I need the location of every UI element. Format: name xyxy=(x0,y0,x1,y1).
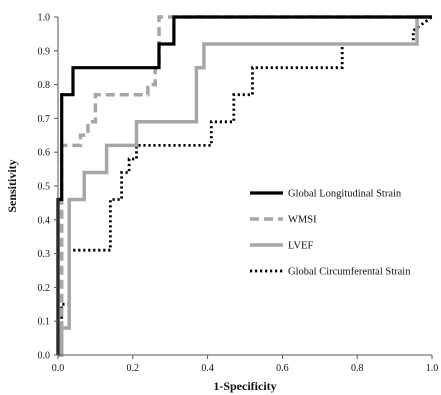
x-tick-label: 0.4 xyxy=(201,363,214,374)
y-axis-title: Sensitivity xyxy=(5,159,19,212)
y-tick-label: 0.2 xyxy=(38,283,51,294)
x-tick-label: 0.6 xyxy=(276,363,289,374)
legend-label: Global Circumferental Strain xyxy=(288,267,411,278)
y-tick-label: 0.3 xyxy=(38,249,51,260)
y-tick-label: 0.0 xyxy=(38,351,51,362)
legend-label: LVEF xyxy=(288,241,313,252)
y-tick-label: 0.5 xyxy=(38,182,51,193)
series-line-global-longitudinal-strain xyxy=(56,15,432,355)
y-tick-label: 0.8 xyxy=(38,80,51,91)
y-tick-label: 0.1 xyxy=(38,317,51,328)
series-line-lvef xyxy=(58,15,432,357)
legend: Global Longitudinal Strain WMSI LVEF Global… xyxy=(250,189,411,278)
axis-ticks: 0.0 0.2 0.4 0.6 0.8 1.0 0.0 0.1 0.2 0.3 0.4 0.5 0.6 0… xyxy=(38,13,439,375)
y-tick-label: 0.4 xyxy=(38,215,51,226)
x-tick-label: 0.8 xyxy=(351,363,364,374)
x-axis-title: 1-Specificity xyxy=(213,379,276,393)
y-tick-label: 0.7 xyxy=(38,114,51,125)
y-tick-label: 0.6 xyxy=(38,148,51,159)
legend-label: Global Longitudinal Strain xyxy=(288,189,402,200)
x-tick-label: 0.2 xyxy=(127,363,140,374)
x-tick-label: 0.0 xyxy=(52,363,65,374)
y-tick-label: 1.0 xyxy=(38,13,51,24)
x-tick-label: 1.0 xyxy=(426,363,439,374)
legend-label: WMSI xyxy=(288,215,317,226)
y-tick-label: 0.9 xyxy=(38,46,51,57)
plot-lines xyxy=(56,15,433,357)
